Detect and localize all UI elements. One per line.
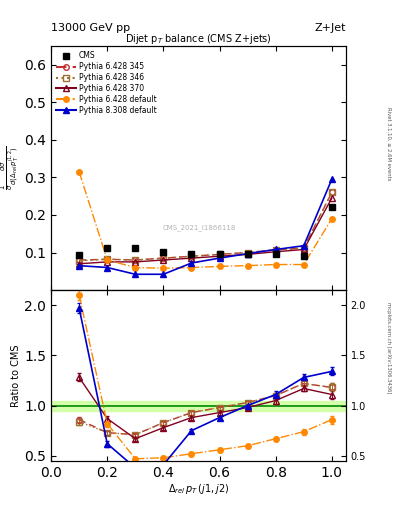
Text: CMS_2021_I1866118: CMS_2021_I1866118	[163, 224, 237, 231]
Y-axis label: $\frac{1}{\sigma}\frac{d\sigma}{d(\Delta_{rel}\,p_T^{j1,2})}$: $\frac{1}{\sigma}\frac{d\sigma}{d(\Delta…	[0, 146, 22, 190]
X-axis label: $\Delta_{rel}\,p_T\,(j1,j2)$: $\Delta_{rel}\,p_T\,(j1,j2)$	[168, 482, 229, 497]
Title: Dijet p$_T$ balance (CMS Z+jets): Dijet p$_T$ balance (CMS Z+jets)	[125, 32, 272, 46]
Text: 13000 GeV pp: 13000 GeV pp	[51, 23, 130, 33]
Text: Z+Jet: Z+Jet	[314, 23, 346, 33]
Bar	[51, 400, 346, 411]
Legend: CMS, Pythia 6.428 345, Pythia 6.428 346, Pythia 6.428 370, Pythia 6.428 default,: CMS, Pythia 6.428 345, Pythia 6.428 346,…	[53, 48, 160, 118]
Text: Rivet 3.1.10, ≥ 2.6M events: Rivet 3.1.10, ≥ 2.6M events	[386, 106, 391, 180]
Y-axis label: Ratio to CMS: Ratio to CMS	[11, 344, 22, 407]
Text: mcplots.cern.ch [arXiv:1306.3436]: mcplots.cern.ch [arXiv:1306.3436]	[386, 303, 391, 394]
